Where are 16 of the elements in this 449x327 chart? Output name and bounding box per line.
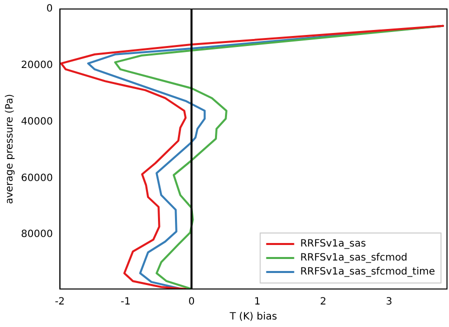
y-axis-title: average pressure (Pa) bbox=[4, 94, 16, 204]
x-tick-label: 1 bbox=[254, 296, 261, 308]
x-tick-label: 2 bbox=[320, 296, 326, 308]
x-tick-label: -2 bbox=[54, 296, 65, 308]
x-tick-label: 3 bbox=[386, 296, 392, 308]
y-tick-label: 60000 bbox=[21, 172, 53, 184]
legend-label: RRFSv1a_sas_sfcmod bbox=[300, 252, 408, 264]
legend-label: RRFSv1a_sas bbox=[300, 238, 366, 250]
x-tick-label: 0 bbox=[188, 296, 195, 308]
y-tick-label: 20000 bbox=[21, 60, 53, 71]
x-tick-label: -1 bbox=[120, 296, 131, 308]
y-tick-label: 80000 bbox=[21, 229, 53, 240]
legend-label: RRFSv1a_sas_sfcmod_time bbox=[300, 266, 436, 278]
y-tick-label: 0 bbox=[46, 4, 53, 15]
y-tick-label: 40000 bbox=[21, 116, 53, 128]
x-axis-title: T (K) bias bbox=[228, 312, 278, 323]
